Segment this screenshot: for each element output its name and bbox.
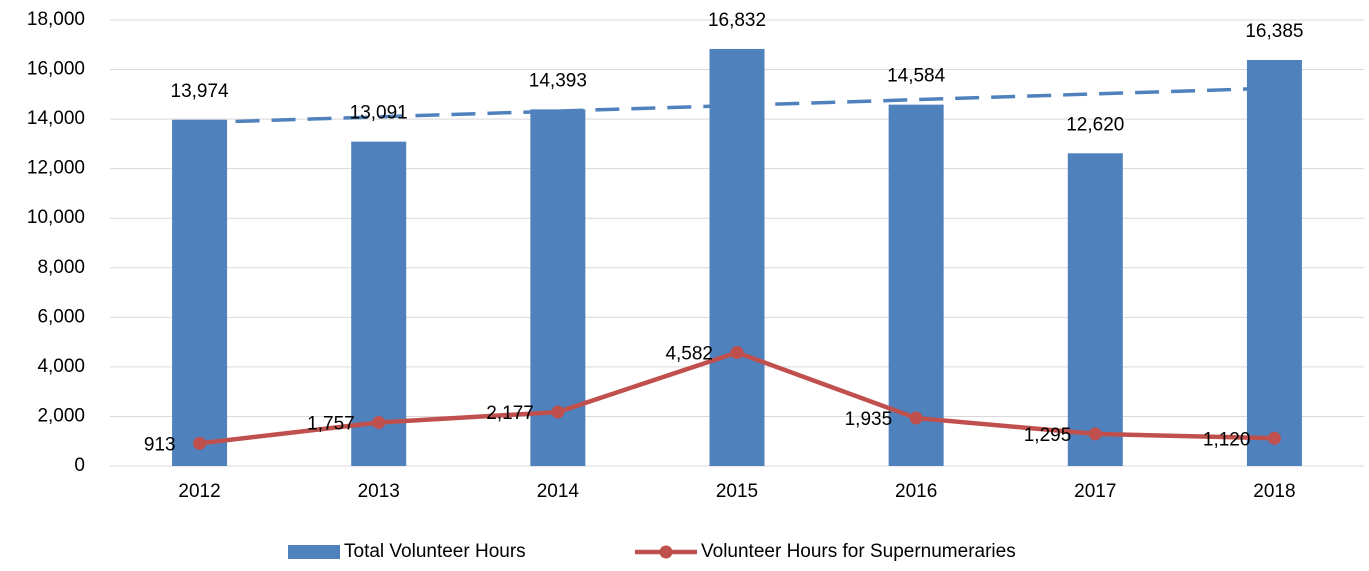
bar	[1067, 153, 1123, 466]
data-label: 12,620	[1066, 114, 1124, 135]
x-tick-label: 2018	[1253, 481, 1295, 502]
x-tick-label: 2012	[178, 481, 220, 502]
data-label: 14,584	[887, 66, 946, 87]
marker	[551, 405, 565, 419]
data-label: 14,393	[529, 70, 587, 91]
y-tick-label: 2,000	[37, 405, 85, 426]
y-tick-label: 14,000	[27, 108, 85, 129]
bar	[888, 104, 944, 466]
marker	[1088, 427, 1102, 441]
bar	[1246, 60, 1302, 466]
data-label: 16,385	[1245, 21, 1303, 42]
y-tick-label: 16,000	[27, 59, 85, 80]
legend-label: Volunteer Hours for Supernumeraries	[701, 541, 1016, 562]
y-tick-label: 0	[74, 455, 85, 476]
data-label: 4,582	[665, 343, 713, 364]
legend-marker	[659, 545, 673, 559]
x-tick-label: 2013	[358, 481, 400, 502]
x-tick-label: 2017	[1074, 481, 1116, 502]
y-tick-label: 10,000	[27, 207, 85, 228]
bar	[351, 141, 407, 467]
data-label: 13,974	[171, 81, 230, 102]
y-tick-label: 4,000	[37, 356, 85, 377]
data-label: 13,091	[350, 103, 408, 124]
y-tick-label: 18,000	[27, 9, 85, 30]
y-tick-label: 6,000	[37, 306, 85, 327]
data-label: 16,832	[708, 10, 766, 31]
marker	[1267, 431, 1281, 445]
bar	[709, 48, 765, 467]
data-label: 1,120	[1203, 429, 1251, 450]
data-label: 913	[144, 434, 176, 455]
legend-swatch	[288, 545, 340, 559]
marker	[193, 436, 207, 450]
y-tick-label: 12,000	[27, 158, 85, 179]
data-label: 2,177	[486, 403, 534, 424]
x-tick-label: 2015	[716, 481, 758, 502]
x-tick-label: 2016	[895, 481, 937, 502]
legend-label: Total Volunteer Hours	[344, 541, 526, 562]
marker	[372, 415, 386, 429]
marker	[909, 411, 923, 425]
bar	[172, 119, 228, 466]
data-label: 1,757	[307, 413, 355, 434]
marker	[730, 345, 744, 359]
data-label: 1,295	[1024, 425, 1072, 446]
y-tick-label: 8,000	[37, 257, 85, 278]
x-tick-label: 2014	[537, 481, 580, 502]
data-label: 1,935	[845, 409, 893, 430]
